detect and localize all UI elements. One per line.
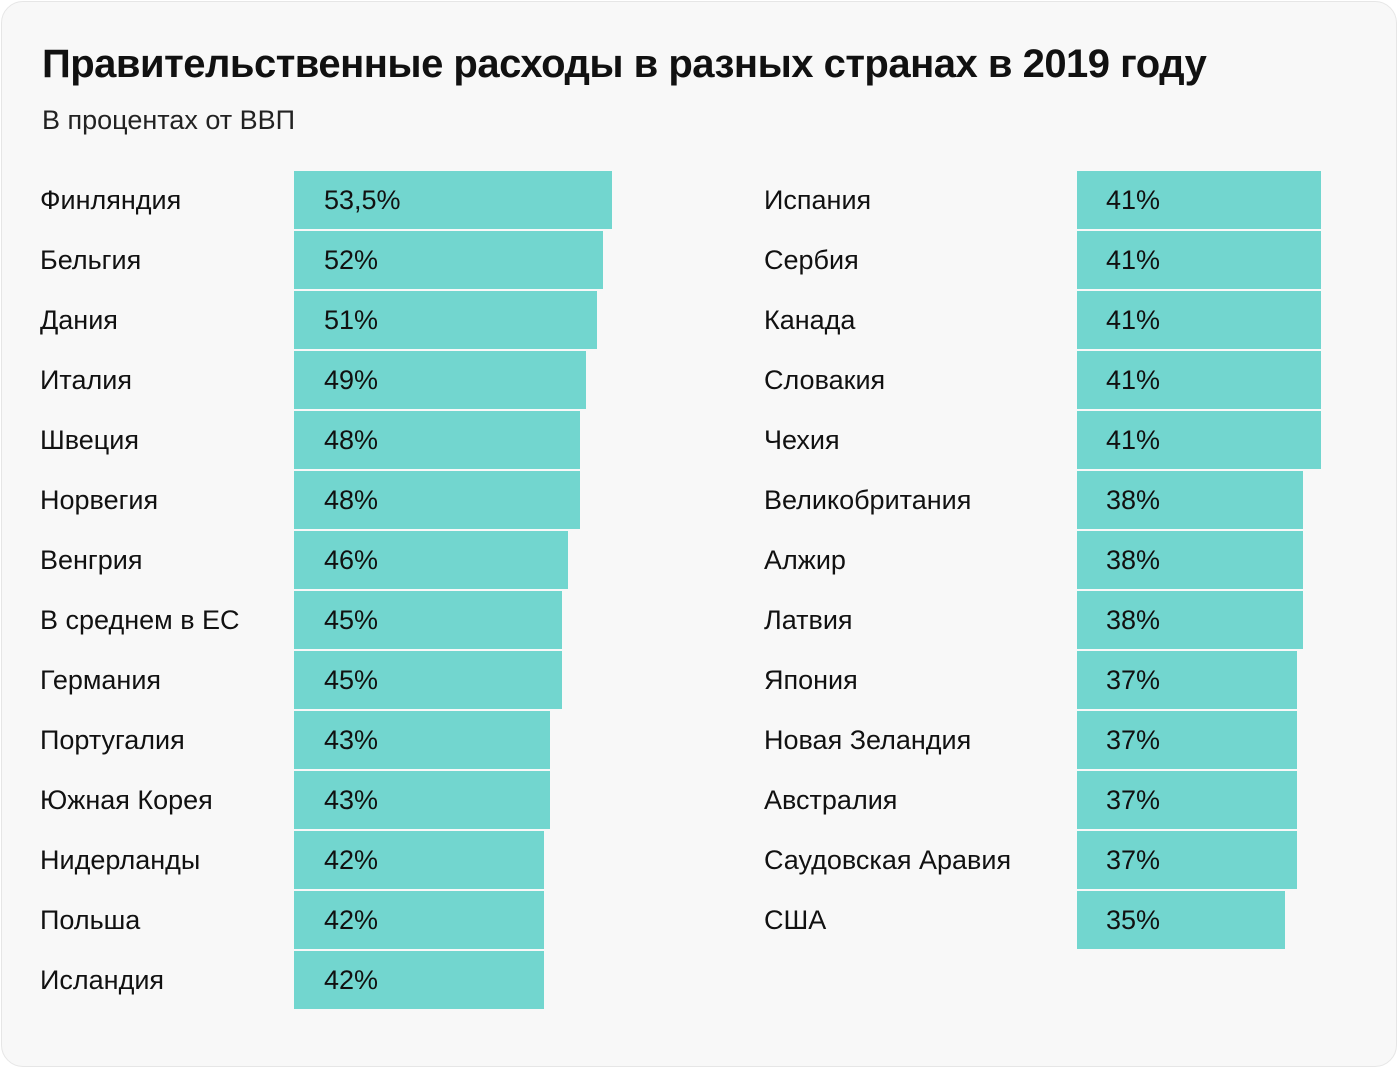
value-label: 45% (324, 605, 379, 635)
category-label: В среднем в ЕС (40, 605, 240, 635)
value-label: 48% (324, 425, 379, 455)
value-label: 42% (324, 845, 379, 875)
category-label: США (764, 905, 827, 935)
category-label: Нидерланды (40, 845, 201, 875)
bar (1077, 531, 1303, 589)
bar (1077, 651, 1297, 709)
bar (1077, 771, 1297, 829)
bar (294, 771, 550, 829)
value-label: 38% (1106, 485, 1161, 515)
value-label: 42% (324, 965, 379, 995)
value-label: 35% (1106, 905, 1161, 935)
category-label: Южная Корея (40, 785, 213, 815)
value-label: 46% (324, 545, 379, 575)
category-label: Норвегия (40, 485, 159, 515)
chart-subtitle: В процентах от ВВП (42, 105, 296, 135)
value-label: 37% (1106, 845, 1161, 875)
category-label: Италия (40, 365, 132, 395)
category-label: Австралия (764, 785, 898, 815)
bar (294, 171, 612, 229)
value-label: 48% (324, 485, 379, 515)
category-label: Бельгия (40, 245, 142, 275)
bar (1077, 231, 1321, 289)
bar (1077, 891, 1285, 949)
category-label: Словакия (764, 365, 886, 395)
category-label: Япония (764, 665, 858, 695)
chart-title: Правительственные расходы в разных стран… (42, 42, 1207, 86)
value-label: 49% (324, 365, 379, 395)
category-label: Сербия (764, 245, 859, 275)
bar (294, 411, 580, 469)
bar (294, 531, 568, 589)
category-label: Португалия (40, 725, 185, 755)
category-label: Испания (764, 185, 872, 215)
category-label: Венгрия (40, 545, 143, 575)
value-label: 37% (1106, 725, 1161, 755)
bar (294, 351, 586, 409)
bar (1077, 831, 1297, 889)
category-label: Чехия (764, 425, 840, 455)
category-label: Германия (40, 665, 162, 695)
value-label: 43% (324, 725, 379, 755)
value-label: 45% (324, 665, 379, 695)
category-label: Канада (764, 305, 856, 335)
bar (1077, 291, 1321, 349)
value-label: 41% (1106, 245, 1161, 275)
category-label: Новая Зеландия (764, 725, 972, 755)
category-label: Саудовская Аравия (764, 845, 1012, 875)
value-label: 41% (1106, 305, 1161, 335)
value-label: 42% (324, 905, 379, 935)
category-label: Алжир (764, 545, 846, 575)
value-label: 41% (1106, 425, 1161, 455)
value-label: 38% (1106, 605, 1161, 635)
bar (1077, 591, 1303, 649)
bar (1077, 711, 1297, 769)
bar (294, 891, 544, 949)
bar (294, 831, 544, 889)
value-label: 52% (324, 245, 379, 275)
bar (1077, 471, 1303, 529)
bar (294, 231, 603, 289)
value-label: 51% (324, 305, 379, 335)
bar (294, 471, 580, 529)
value-label: 43% (324, 785, 379, 815)
value-label: 37% (1106, 665, 1161, 695)
value-label: 38% (1106, 545, 1161, 575)
category-label: Великобритания (764, 485, 972, 515)
bar (294, 711, 550, 769)
value-label: 37% (1106, 785, 1161, 815)
bar (1077, 351, 1321, 409)
value-label: 41% (1106, 365, 1161, 395)
category-label: Швеция (40, 425, 139, 455)
bar (294, 951, 544, 1009)
category-label: Латвия (764, 605, 853, 635)
category-label: Дания (40, 305, 118, 335)
bar (294, 591, 562, 649)
value-label: 41% (1106, 185, 1161, 215)
bar (1077, 171, 1321, 229)
bar (294, 291, 597, 349)
category-label: Исландия (40, 965, 165, 995)
bar (1077, 411, 1321, 469)
value-label: 53,5% (324, 185, 401, 215)
category-label: Финляндия (40, 185, 182, 215)
bar (294, 651, 562, 709)
category-label: Польша (40, 905, 141, 935)
